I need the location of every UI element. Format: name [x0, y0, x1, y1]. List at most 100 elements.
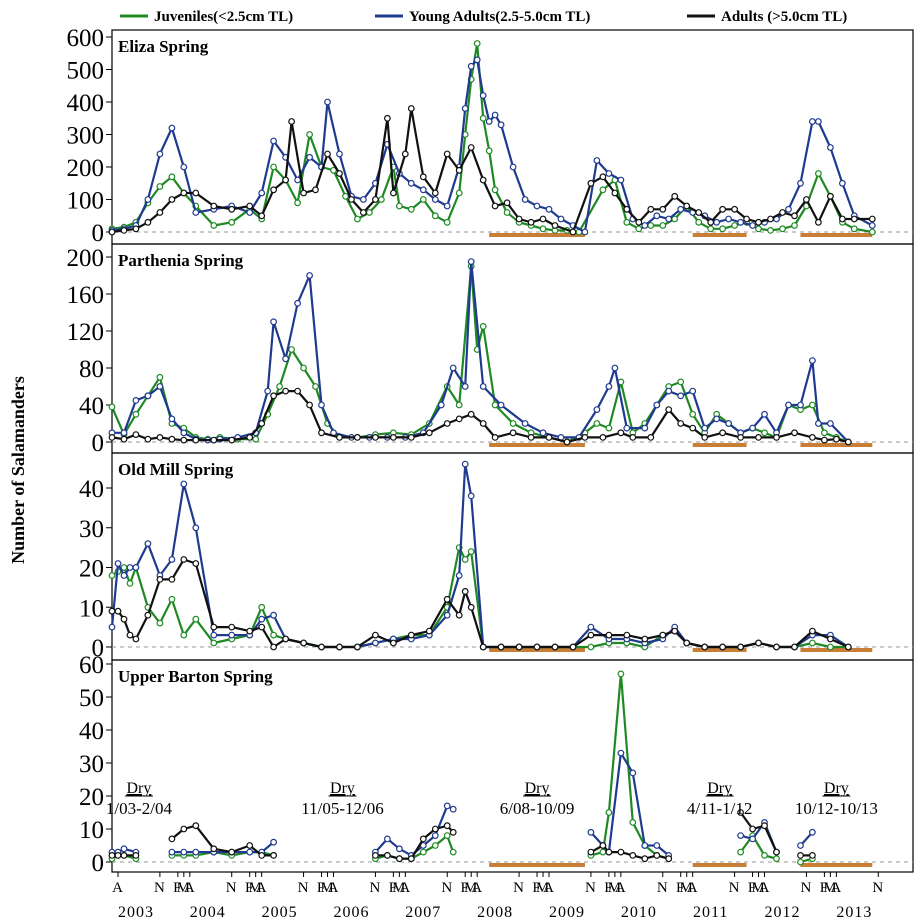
x-month-label: M: [464, 880, 478, 896]
data-point: [192, 848, 200, 856]
y-tick-label: 0: [92, 635, 105, 662]
data-point: [258, 420, 266, 427]
data-point: [605, 848, 613, 856]
data-point: [443, 202, 451, 210]
data-point: [180, 436, 188, 444]
data-point: [443, 420, 451, 427]
data-point: [491, 401, 499, 409]
data-point: [258, 623, 266, 631]
x-year-label: 2007: [405, 904, 441, 921]
data-point: [228, 623, 236, 631]
data-point: [605, 383, 613, 390]
data-point: [587, 179, 595, 187]
dry-period-labels: Dry 1/03-2/04 Dry 11/05-12/06 Dry 6/08-10/09 D…: [106, 780, 878, 818]
data-point: [270, 392, 278, 400]
data-point: [785, 401, 792, 409]
data-point: [120, 435, 128, 443]
data-point: [360, 209, 367, 216]
data-point: [809, 434, 816, 441]
data-point: [767, 226, 774, 234]
panel-title: Upper Barton Spring: [118, 667, 273, 686]
data-point: [443, 150, 451, 158]
x-month-label: F: [748, 880, 757, 896]
data-point: [132, 397, 140, 404]
legend-label-juveniles: Juveniles(<2.5cm TL): [154, 9, 293, 25]
data-point: [503, 209, 511, 216]
data-point: [665, 215, 673, 223]
data-point: [605, 631, 613, 639]
data-point: [659, 222, 667, 229]
data-point: [665, 855, 673, 863]
dry-period-range: 10/12-10/13: [795, 799, 878, 818]
data-point: [192, 822, 200, 830]
data-point: [228, 848, 236, 856]
data-point: [144, 540, 152, 547]
data-point: [455, 572, 463, 579]
x-month-label: A: [471, 880, 483, 896]
y-tick-label: 200: [67, 245, 105, 272]
data-point: [126, 580, 134, 587]
data-point: [306, 131, 314, 138]
data-point: [815, 170, 822, 177]
data-point: [324, 98, 331, 106]
data-point: [461, 105, 469, 112]
data-point: [844, 438, 852, 446]
data-point: [312, 383, 319, 390]
data-point: [390, 189, 397, 197]
data-point: [192, 524, 200, 532]
data-point: [833, 435, 840, 443]
data-point: [581, 228, 589, 236]
data-point: [791, 222, 798, 229]
data-point: [599, 434, 607, 441]
data-point: [336, 170, 343, 177]
data-point: [683, 639, 691, 647]
data-point: [270, 643, 278, 651]
data-point: [443, 832, 451, 839]
data-point: [120, 429, 128, 437]
data-point: [707, 225, 715, 233]
data-point: [623, 218, 631, 226]
data-point: [348, 196, 355, 203]
data-point: [396, 202, 403, 210]
data-point: [120, 845, 128, 853]
data-point: [180, 848, 188, 856]
data-point: [407, 179, 415, 187]
data-point: [372, 434, 379, 441]
data-point: [246, 842, 254, 849]
y-tick-label: 0: [92, 220, 105, 247]
data-point: [431, 189, 439, 197]
data-point: [761, 429, 768, 437]
y-axis-label: Number of Salamanders: [8, 376, 28, 564]
x-month-label: A: [328, 880, 340, 896]
data-point: [246, 627, 254, 635]
data-point: [467, 492, 475, 500]
data-point: [809, 852, 816, 859]
data-point: [431, 832, 439, 839]
data-point: [270, 838, 278, 846]
data-point: [180, 429, 188, 437]
data-point: [491, 186, 499, 194]
data-point: [461, 383, 469, 390]
data-point: [443, 822, 451, 830]
data-point: [258, 189, 266, 197]
data-point: [755, 434, 762, 441]
x-year-label: 2011: [693, 904, 728, 921]
data-point: [641, 635, 649, 643]
x-month-label: M: [823, 880, 837, 896]
data-point: [132, 564, 140, 571]
data-point: [515, 643, 523, 651]
x-month-label: A: [256, 880, 268, 896]
data-point: [737, 832, 744, 839]
data-point: [641, 222, 649, 229]
x-month-label: N: [154, 880, 166, 896]
data-point: [132, 635, 140, 643]
data-point: [479, 114, 487, 122]
data-point: [479, 323, 487, 330]
x-month-label: M: [320, 880, 334, 896]
data-point: [737, 643, 744, 651]
x-month-label: M: [392, 880, 406, 896]
data-point: [479, 92, 487, 99]
y-tick-label: 100: [67, 188, 105, 215]
data-point: [569, 228, 577, 236]
y-tick-label: 600: [67, 25, 105, 52]
